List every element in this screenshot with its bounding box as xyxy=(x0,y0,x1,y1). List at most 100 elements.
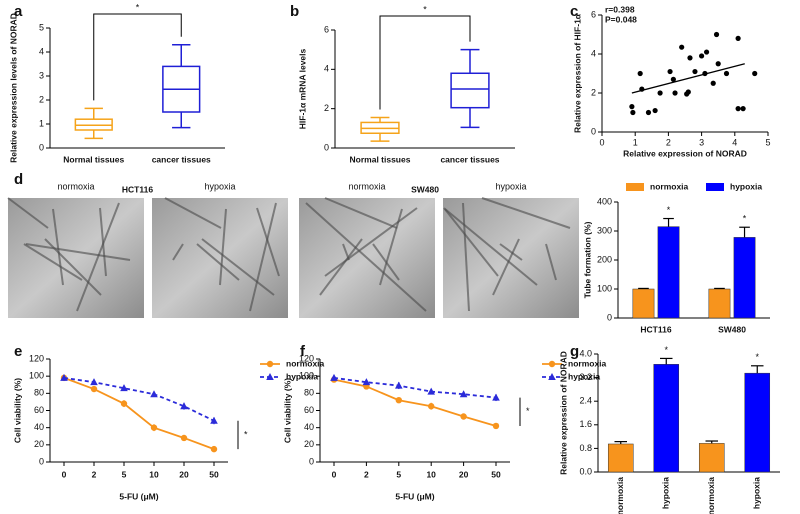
panel-letter: b xyxy=(290,3,299,20)
x-tick-label: hypoxia xyxy=(661,477,671,509)
bar xyxy=(708,288,731,319)
y-tick-label: 300 xyxy=(597,225,612,235)
x-tick-label: 4 xyxy=(732,137,737,147)
vessel xyxy=(462,202,470,312)
significance: * xyxy=(136,2,140,12)
series-line xyxy=(333,376,497,399)
marker xyxy=(90,378,98,386)
point xyxy=(630,109,636,116)
vessel xyxy=(499,243,523,261)
marker xyxy=(395,397,402,404)
vessel xyxy=(99,207,107,277)
series-line xyxy=(63,377,215,450)
y-tick-label: 80 xyxy=(34,388,44,398)
x-tick-label: 50 xyxy=(209,469,219,479)
y-tick-label: 100 xyxy=(29,371,44,381)
y-tick-label: 0.8 xyxy=(579,443,592,453)
y-tick-label: 40 xyxy=(304,422,314,432)
x-tick-label: 3 xyxy=(699,137,704,147)
y-axis-label: HIF-1α mRNA levels xyxy=(297,48,307,129)
y-tick-label: 400 xyxy=(597,196,612,206)
significance-bracket xyxy=(93,13,182,101)
y-tick-label: 6 xyxy=(591,9,596,19)
legend-label: normoxia xyxy=(286,358,325,368)
vessel xyxy=(324,197,398,229)
micrograph-label: hypoxia xyxy=(204,181,235,191)
vessel xyxy=(324,207,418,277)
y-tick-label: 3 xyxy=(39,70,44,80)
x-tick-label: 10 xyxy=(149,469,159,479)
y-tick-label: 0 xyxy=(309,456,314,466)
vessel xyxy=(256,207,280,277)
point xyxy=(629,104,635,110)
y-tick-label: 0 xyxy=(39,456,44,466)
point xyxy=(657,90,663,96)
marker xyxy=(150,390,158,398)
point xyxy=(679,44,685,50)
marker xyxy=(428,403,435,410)
y-tick-label: 5 xyxy=(39,22,44,32)
marker xyxy=(362,378,371,386)
vessel xyxy=(201,238,275,296)
y-tick-label: 120 xyxy=(299,353,314,363)
legend-label: normoxia xyxy=(568,358,607,368)
y-axis-label: Relative expression levels of NORAD xyxy=(8,13,18,163)
panel-letter: c xyxy=(570,3,578,20)
y-tick-label: 200 xyxy=(597,254,612,264)
vessel xyxy=(25,243,131,261)
legend-label: hypoxia xyxy=(286,371,318,381)
vessel xyxy=(196,243,240,281)
x-tick-label: normoxia xyxy=(706,477,716,514)
y-tick-label: 0 xyxy=(591,126,596,136)
y-tick-label: 100 xyxy=(597,283,612,293)
point xyxy=(710,80,716,86)
y-tick-label: 6 xyxy=(324,24,329,34)
point xyxy=(672,90,678,96)
x-axis-label: SW480 xyxy=(411,184,439,194)
legend-marker xyxy=(266,373,274,380)
panel-letter: d xyxy=(14,171,23,188)
micrograph xyxy=(152,198,288,318)
stat-label: r=0.398 xyxy=(605,4,635,14)
y-tick-label: 20 xyxy=(304,439,314,449)
marker xyxy=(492,393,500,401)
x-tick-label: 5 xyxy=(396,469,401,479)
point xyxy=(740,106,746,112)
y-axis-label: Relative expression of HIF-1α xyxy=(572,13,582,133)
marker xyxy=(210,445,218,453)
x-axis-label: Relative expression of NORAD xyxy=(623,148,747,158)
micrograph-label: hypoxia xyxy=(495,181,526,191)
vessel xyxy=(444,208,538,286)
y-axis-label: Relative expression of NORAD xyxy=(558,351,568,475)
bar xyxy=(744,372,771,473)
x-tick-label: 5 xyxy=(122,469,127,479)
vessel xyxy=(219,208,227,286)
legend-label: normoxia xyxy=(650,181,689,191)
significance: * xyxy=(667,205,671,215)
legend-marker xyxy=(548,360,556,368)
marker xyxy=(492,422,500,430)
vessel xyxy=(23,243,83,281)
y-tick-label: 1 xyxy=(39,118,44,128)
y-tick-label: 60 xyxy=(34,405,44,415)
point xyxy=(723,70,730,77)
point xyxy=(715,61,721,67)
x-tick-label: 10 xyxy=(426,469,436,479)
vessel xyxy=(7,197,49,229)
vessel xyxy=(342,243,350,261)
micrograph xyxy=(8,198,144,318)
x-axis-label: HCT116 xyxy=(122,184,153,194)
x-tick-label: hypoxia xyxy=(752,477,762,509)
y-tick-label: 60 xyxy=(304,405,314,415)
y-tick-label: 3.2 xyxy=(579,372,592,382)
legend-marker xyxy=(266,360,274,368)
box xyxy=(450,72,490,109)
vessel xyxy=(305,202,427,312)
y-tick-label: 0 xyxy=(324,142,329,152)
point xyxy=(645,109,652,116)
x-tick-label: cancer tissues xyxy=(440,154,499,164)
x-tick-label: 1 xyxy=(633,137,638,147)
bar xyxy=(698,443,725,473)
x-tick-label: 0 xyxy=(332,469,337,479)
y-tick-label: 1.6 xyxy=(579,419,592,429)
